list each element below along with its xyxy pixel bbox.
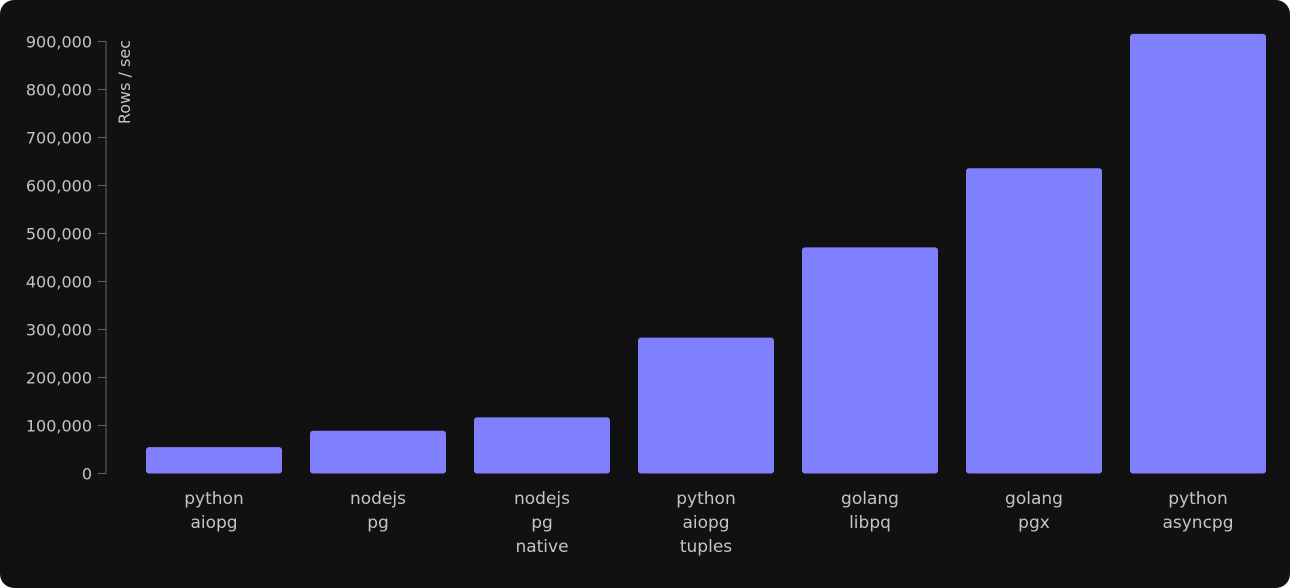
x-category-label: nodejs pg native xyxy=(514,489,570,557)
x-category-label: python aiopg tuples xyxy=(676,489,735,557)
y-tick-label: 0 xyxy=(82,465,92,484)
x-category-label: python aiopg xyxy=(184,489,243,533)
y-tick-label: 200,000 xyxy=(26,369,92,388)
bar xyxy=(1130,33,1266,474)
x-category-label: nodejs pg xyxy=(350,489,406,533)
y-tick-label: 900,000 xyxy=(26,33,92,52)
bar xyxy=(638,337,774,474)
y-tick-label: 500,000 xyxy=(26,225,92,244)
x-axis-labels: python aiopg nodejs pg nodejs pg native python a… xyxy=(184,489,1233,557)
y-tick-label: 100,000 xyxy=(26,417,92,436)
x-category-label: golang libpq xyxy=(841,489,899,533)
y-axis: 0 100,000 200,000 300,000 400,000 500,000 600,… xyxy=(26,33,107,484)
y-tick-label: 600,000 xyxy=(26,177,92,196)
y-tick-label: 800,000 xyxy=(26,81,92,100)
y-axis-title: Rows / sec xyxy=(115,40,134,124)
x-category-label: python asyncpg xyxy=(1162,489,1233,533)
bars xyxy=(146,33,1266,474)
bar xyxy=(474,417,610,474)
y-tick-label: 300,000 xyxy=(26,321,92,340)
bar xyxy=(802,247,938,474)
bar xyxy=(310,430,446,474)
bar xyxy=(146,447,282,474)
y-tick-label: 700,000 xyxy=(26,129,92,148)
y-tick-label: 400,000 xyxy=(26,273,92,292)
bar xyxy=(966,168,1102,474)
x-category-label: golang pgx xyxy=(1005,489,1063,533)
